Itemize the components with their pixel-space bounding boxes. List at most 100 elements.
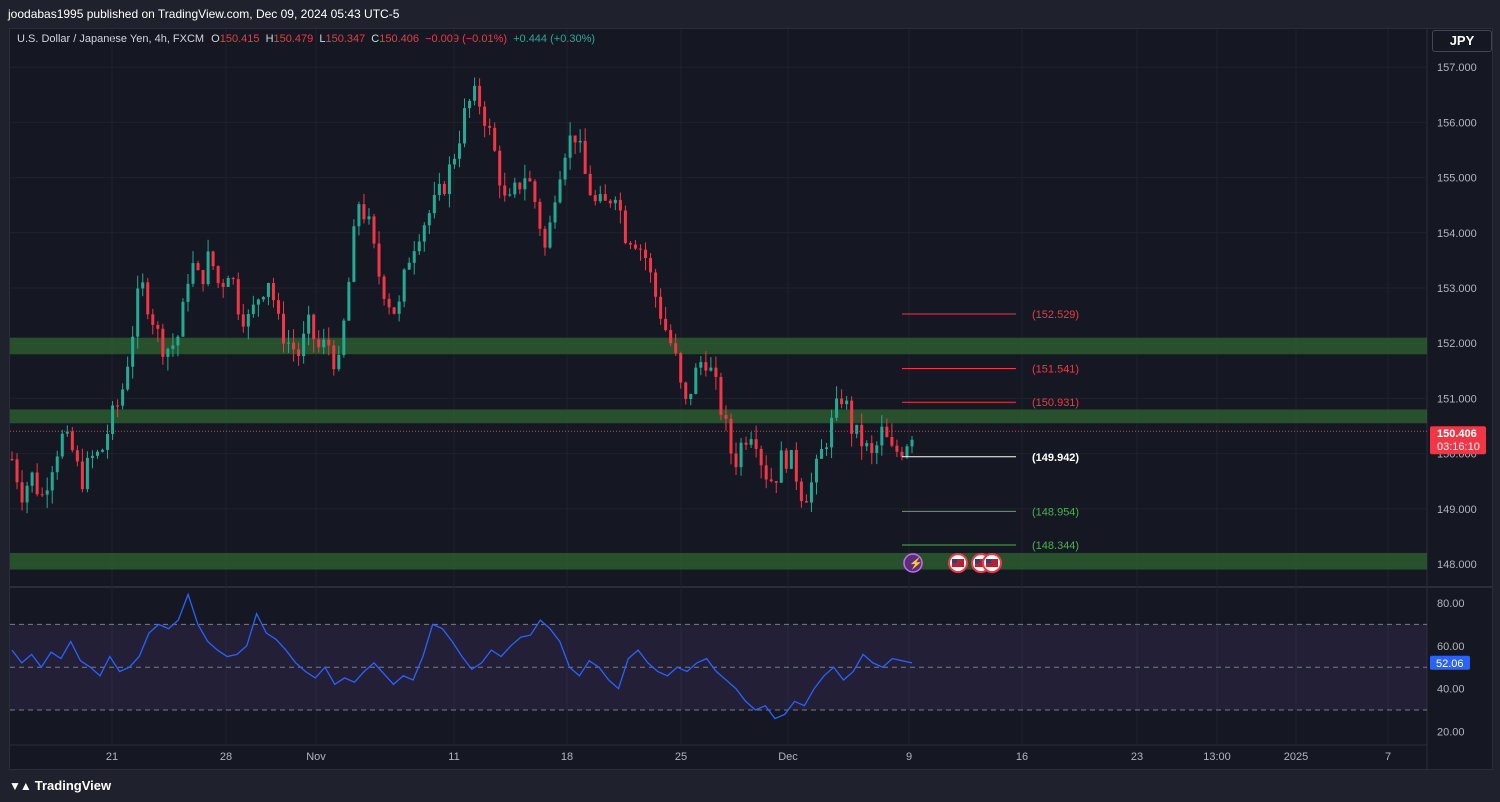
candle-body — [729, 418, 733, 454]
candle-body — [895, 445, 899, 452]
candle-body — [508, 194, 512, 196]
candle-body — [307, 314, 311, 334]
candle-body — [749, 439, 753, 445]
candle-body — [447, 164, 451, 195]
last-price-tag — [1430, 426, 1486, 455]
candle-body — [121, 389, 125, 406]
candle-body — [357, 204, 361, 227]
candle-body — [266, 283, 270, 297]
price-tick-label: 156.000 — [1437, 117, 1477, 129]
candle-body — [452, 158, 456, 165]
candle-body — [598, 194, 602, 202]
candle-body — [101, 449, 105, 452]
candle-body — [251, 304, 255, 315]
candle-body — [704, 362, 708, 371]
candle-body — [860, 424, 864, 447]
candle-body — [271, 283, 275, 301]
candle-body — [709, 367, 713, 371]
rsi-tick-label: 60.00 — [1437, 641, 1465, 653]
candle-body — [176, 336, 180, 346]
candle-body — [513, 182, 517, 195]
candle-body — [719, 376, 723, 415]
candle-body — [211, 251, 215, 267]
candle-body — [543, 228, 547, 248]
candle-body — [659, 296, 663, 319]
candle-body — [699, 362, 703, 368]
rsi-tick-label: 80.00 — [1437, 598, 1465, 610]
legend-change: −0.009 (−0.01%) — [425, 33, 508, 45]
candle-body — [397, 301, 401, 314]
time-tick-label: 9 — [906, 751, 912, 763]
candle-body — [799, 481, 803, 502]
candle-body — [327, 339, 331, 346]
us-flag-stripes-icon — [986, 559, 998, 567]
candle-body — [483, 106, 487, 126]
time-tick-label: Dec — [778, 751, 798, 763]
candle-body — [126, 366, 130, 390]
candle-body — [744, 442, 748, 445]
candle-body — [759, 448, 763, 466]
price-level-label: (150.931) — [1032, 397, 1079, 409]
price-level-label: (148.954) — [1032, 506, 1079, 518]
price-tick-label: 149.000 — [1437, 504, 1477, 516]
candle-body — [638, 248, 642, 250]
rsi-band — [10, 624, 1427, 710]
tradingview-logo-icon: ▼▲ — [9, 779, 32, 793]
candle-body — [478, 85, 482, 107]
countdown-value: 03:16:10 — [1437, 441, 1480, 453]
currency-button[interactable]: JPY — [1432, 30, 1492, 52]
legend-open-label: O — [211, 33, 220, 45]
candle-body — [106, 433, 110, 450]
candle-body — [734, 453, 738, 468]
candle-body — [116, 405, 120, 407]
support-resistance-zone — [10, 337, 1427, 355]
candle-body — [825, 447, 829, 449]
price-tick-label: 151.000 — [1437, 393, 1477, 405]
candle-body — [870, 443, 874, 453]
candle-body — [498, 150, 502, 186]
candle-body — [196, 263, 200, 271]
candle-body — [573, 135, 577, 143]
candle-body — [563, 157, 567, 180]
candle-body — [789, 450, 793, 469]
candle-body — [593, 195, 597, 202]
candle-body — [855, 424, 859, 434]
chart-frame[interactable] — [9, 28, 1493, 770]
candle-body — [819, 448, 823, 459]
price-tick-label: 148.000 — [1437, 559, 1477, 571]
candle-body — [679, 353, 683, 383]
candle-body — [618, 199, 622, 211]
candle-body — [221, 283, 225, 287]
time-tick-label: 23 — [1131, 751, 1143, 763]
time-tick-label: 21 — [106, 751, 118, 763]
tradingview-brand[interactable]: ▼▲ TradingView — [9, 778, 111, 793]
candle-body — [156, 324, 160, 329]
candle-body — [628, 243, 632, 245]
time-tick-label: 18 — [561, 751, 573, 763]
candle-body — [583, 140, 587, 174]
candle-body — [40, 494, 44, 496]
support-resistance-zone — [10, 409, 1427, 424]
legend-symbol: U.S. Dollar / Japanese Yen, 4h, FXCM — [17, 33, 205, 45]
candle-body — [804, 501, 808, 503]
candle-body — [473, 85, 477, 101]
candle-body — [578, 140, 582, 143]
symbol-legend: U.S. Dollar / Japanese Yen, 4h, FXCM O15… — [17, 33, 595, 45]
price-tick-label: 153.000 — [1437, 283, 1477, 295]
candle-body — [809, 482, 813, 503]
candle-body — [412, 251, 416, 263]
candle-body — [231, 278, 235, 280]
candle-body — [654, 272, 658, 297]
candle-body — [226, 278, 230, 287]
candle-body — [528, 178, 532, 182]
candle-body — [633, 244, 637, 249]
candle-body — [910, 439, 914, 447]
candle-body — [70, 431, 74, 451]
candle-body — [784, 450, 788, 469]
candle-body — [146, 282, 150, 315]
candle-body — [437, 183, 441, 195]
candle-body — [779, 450, 783, 483]
candle-body — [900, 451, 904, 457]
support-resistance-zone — [10, 552, 1427, 570]
